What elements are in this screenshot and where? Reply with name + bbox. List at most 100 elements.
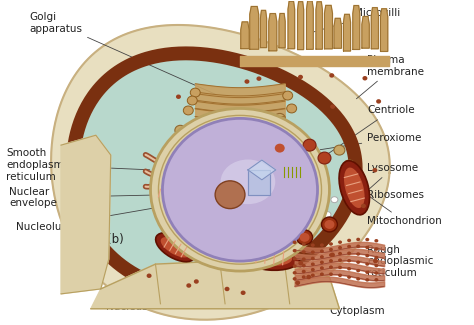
Ellipse shape bbox=[187, 96, 197, 105]
Ellipse shape bbox=[297, 230, 312, 245]
Ellipse shape bbox=[194, 279, 199, 284]
Polygon shape bbox=[381, 9, 388, 51]
Ellipse shape bbox=[374, 271, 378, 275]
Text: Smooth
endoplasmic
reticulum: Smooth endoplasmic reticulum bbox=[6, 149, 150, 182]
Ellipse shape bbox=[365, 270, 369, 274]
Polygon shape bbox=[241, 22, 249, 49]
Ellipse shape bbox=[365, 238, 369, 241]
Ellipse shape bbox=[302, 250, 306, 254]
Ellipse shape bbox=[320, 243, 324, 247]
Polygon shape bbox=[73, 53, 355, 292]
Ellipse shape bbox=[324, 212, 331, 217]
Ellipse shape bbox=[347, 239, 351, 242]
Ellipse shape bbox=[329, 259, 333, 263]
Text: Lysosome: Lysosome bbox=[331, 163, 419, 223]
Ellipse shape bbox=[275, 144, 285, 152]
Ellipse shape bbox=[363, 76, 367, 81]
Ellipse shape bbox=[281, 165, 302, 179]
Polygon shape bbox=[248, 160, 276, 180]
Ellipse shape bbox=[329, 242, 333, 246]
Polygon shape bbox=[334, 18, 341, 48]
Ellipse shape bbox=[339, 161, 370, 215]
Polygon shape bbox=[298, 2, 304, 50]
Ellipse shape bbox=[320, 272, 324, 276]
Ellipse shape bbox=[329, 73, 334, 78]
Text: Microvilli: Microvilli bbox=[312, 8, 401, 32]
Ellipse shape bbox=[155, 189, 175, 201]
Ellipse shape bbox=[256, 76, 261, 81]
Ellipse shape bbox=[374, 239, 378, 242]
Ellipse shape bbox=[215, 181, 245, 209]
Ellipse shape bbox=[374, 278, 378, 281]
Text: Nuclear
envelope: Nuclear envelope bbox=[9, 187, 165, 209]
Ellipse shape bbox=[356, 238, 360, 241]
Ellipse shape bbox=[320, 250, 324, 253]
Ellipse shape bbox=[320, 255, 324, 259]
Ellipse shape bbox=[300, 233, 310, 242]
Text: Mitochondrion: Mitochondrion bbox=[360, 189, 442, 227]
Polygon shape bbox=[362, 17, 369, 48]
Ellipse shape bbox=[272, 141, 288, 156]
Ellipse shape bbox=[163, 118, 318, 261]
Text: Nucleolus: Nucleolus bbox=[16, 196, 222, 232]
Ellipse shape bbox=[356, 269, 360, 272]
Ellipse shape bbox=[225, 287, 229, 291]
Ellipse shape bbox=[155, 233, 195, 262]
Ellipse shape bbox=[361, 204, 366, 208]
Ellipse shape bbox=[296, 170, 311, 180]
Ellipse shape bbox=[245, 79, 249, 84]
Ellipse shape bbox=[347, 259, 351, 262]
Ellipse shape bbox=[274, 113, 285, 124]
Polygon shape bbox=[260, 10, 266, 47]
Polygon shape bbox=[279, 14, 285, 48]
Ellipse shape bbox=[365, 278, 369, 282]
Ellipse shape bbox=[334, 145, 345, 155]
Ellipse shape bbox=[193, 137, 204, 147]
Ellipse shape bbox=[311, 274, 315, 277]
Ellipse shape bbox=[302, 270, 306, 273]
Ellipse shape bbox=[338, 266, 342, 269]
Ellipse shape bbox=[175, 125, 186, 135]
Ellipse shape bbox=[151, 109, 329, 271]
Ellipse shape bbox=[295, 280, 300, 285]
Ellipse shape bbox=[365, 262, 369, 266]
Ellipse shape bbox=[338, 252, 342, 255]
Ellipse shape bbox=[374, 247, 378, 251]
Ellipse shape bbox=[338, 258, 342, 262]
Ellipse shape bbox=[373, 168, 377, 173]
Ellipse shape bbox=[329, 253, 333, 257]
Polygon shape bbox=[91, 261, 339, 309]
Text: Rough
endoplasmic
reticulum: Rough endoplasmic reticulum bbox=[360, 244, 434, 278]
Polygon shape bbox=[344, 14, 351, 51]
Ellipse shape bbox=[331, 197, 338, 203]
Ellipse shape bbox=[311, 268, 315, 271]
Ellipse shape bbox=[329, 272, 333, 276]
Ellipse shape bbox=[338, 274, 342, 277]
Ellipse shape bbox=[376, 99, 381, 104]
Polygon shape bbox=[250, 6, 259, 49]
Ellipse shape bbox=[311, 263, 315, 266]
Polygon shape bbox=[269, 14, 277, 51]
Ellipse shape bbox=[373, 259, 378, 263]
Polygon shape bbox=[316, 2, 322, 49]
Ellipse shape bbox=[320, 266, 324, 270]
Ellipse shape bbox=[354, 173, 365, 183]
Ellipse shape bbox=[283, 91, 292, 100]
Ellipse shape bbox=[161, 237, 190, 257]
Ellipse shape bbox=[344, 160, 355, 170]
Ellipse shape bbox=[303, 139, 316, 151]
Ellipse shape bbox=[292, 277, 297, 280]
Ellipse shape bbox=[320, 261, 324, 264]
Polygon shape bbox=[248, 170, 270, 195]
Ellipse shape bbox=[329, 248, 333, 251]
Polygon shape bbox=[325, 6, 332, 49]
Ellipse shape bbox=[330, 253, 335, 257]
Ellipse shape bbox=[186, 283, 191, 288]
Ellipse shape bbox=[292, 257, 297, 260]
Ellipse shape bbox=[292, 264, 297, 268]
Ellipse shape bbox=[240, 244, 300, 270]
Ellipse shape bbox=[365, 246, 369, 249]
Text: Cytoplasm: Cytoplasm bbox=[302, 295, 385, 316]
Ellipse shape bbox=[220, 160, 275, 204]
Ellipse shape bbox=[321, 217, 337, 232]
